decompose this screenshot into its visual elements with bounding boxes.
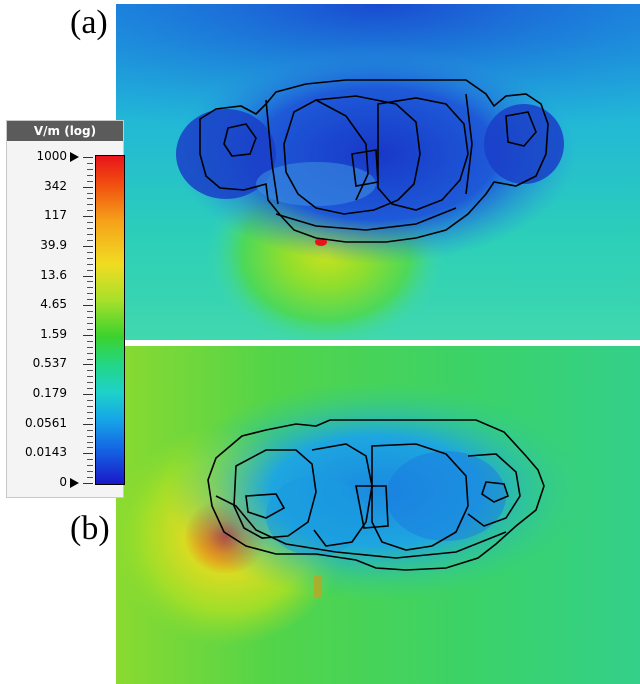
field-map-b-image (116, 346, 640, 684)
colorbar-tick-label: 0.0561 (25, 415, 67, 430)
colorbar-tick-label: 4.65 (40, 297, 67, 312)
colorbar-tick-label: 1000 (36, 149, 67, 163)
colorbar-minor-tick (87, 322, 93, 324)
colorbar-minor-tick (87, 204, 93, 206)
colorbar-limit-arrow-icon (70, 152, 79, 162)
colorbar-minor-tick (87, 340, 93, 342)
colorbar-minor-tick (87, 228, 93, 230)
colorbar-minor-tick (87, 370, 93, 372)
colorbar-minor-tick (87, 293, 93, 295)
colorbar-minor-tick (87, 299, 93, 301)
colorbar-minor-tick (87, 435, 93, 437)
colorbar-title: V/m (log) (7, 121, 123, 141)
colorbar-minor-tick (87, 405, 93, 407)
colorbar-minor-tick (87, 441, 93, 443)
colorbar-minor-tick (87, 447, 93, 449)
colorbar-minor-tick (87, 162, 93, 164)
colorbar-minor-tick (87, 269, 93, 271)
colorbar-legend: V/m (log) 1000 342 117 39.9 13.6 4.65 1.59 0.53… (6, 120, 125, 498)
colorbar-tick-mark (83, 334, 93, 336)
colorbar-minor-tick (87, 471, 93, 473)
colorbar-minor-tick (87, 388, 93, 390)
colorbar-tick-mark (83, 216, 93, 218)
colorbar-minor-tick (87, 429, 93, 431)
colorbar-minor-tick (87, 352, 93, 354)
colorbar-tick-label: 13.6 (40, 267, 67, 282)
panel-b-label: (b) (70, 510, 110, 547)
colorbar-minor-tick (87, 234, 93, 236)
colorbar-minor-tick (87, 459, 93, 461)
colorbar-tick-label: 0.537 (32, 356, 67, 371)
colorbar-tick-label: 39.9 (40, 237, 67, 252)
colorbar-minor-tick (87, 382, 93, 384)
colorbar-tick-mark (83, 305, 93, 307)
colorbar-tick-mark (83, 186, 93, 188)
colorbar-minor-tick (87, 174, 93, 176)
colorbar-minor-tick (87, 198, 93, 200)
colorbar-tick-label: 1.59 (40, 326, 67, 341)
colorbar-minor-tick (87, 192, 93, 194)
colorbar-tick-mark (83, 423, 93, 425)
colorbar-minor-tick (87, 411, 93, 413)
colorbar-minor-tick (87, 346, 93, 348)
colorbar-minor-tick (87, 417, 93, 419)
colorbar-tick-label: 0.0143 (25, 445, 67, 460)
colorbar-tick-label: 0 (59, 475, 67, 489)
colorbar-minor-tick (87, 251, 93, 253)
colorbar-tick-mark (83, 483, 93, 484)
colorbar-tick-label: 342 (44, 178, 67, 193)
colorbar-tick-mark (83, 275, 93, 277)
colorbar-tick-mark (83, 245, 93, 247)
colorbar-minor-tick (87, 168, 93, 170)
colorbar-tick-label: 0.179 (32, 386, 67, 401)
colorbar-minor-tick (87, 257, 93, 259)
field-map-a-image (116, 4, 640, 340)
colorbar-tick-label: 117 (44, 208, 67, 223)
colorbar-tick-mark (83, 394, 93, 396)
colorbar-minor-tick (87, 287, 93, 289)
colorbar-tick-mark (83, 453, 93, 455)
colorbar-minor-tick (87, 311, 93, 313)
colorbar-minor-tick (87, 376, 93, 378)
colorbar-minor-tick (87, 281, 93, 283)
colorbar-minor-tick (87, 400, 93, 402)
colorbar-minor-tick (87, 358, 93, 360)
colorbar-minor-tick (87, 239, 93, 241)
panel-a-label: (a) (70, 4, 108, 41)
colorbar-minor-tick (87, 328, 93, 330)
colorbar-minor-tick (87, 477, 93, 479)
colorbar-gradient (95, 155, 125, 485)
colorbar-minor-tick (87, 317, 93, 319)
colorbar-minor-tick (87, 210, 93, 212)
field-map-panel-a (116, 4, 640, 340)
field-map-panel-b (116, 346, 640, 684)
colorbar-minor-tick (87, 465, 93, 467)
colorbar-tick-mark (83, 157, 93, 158)
colorbar-minor-tick (87, 180, 93, 182)
colorbar-minor-tick (87, 263, 93, 265)
colorbar-tick-mark (83, 364, 93, 366)
colorbar-minor-tick (87, 222, 93, 224)
colorbar-limit-arrow-icon (70, 478, 79, 488)
